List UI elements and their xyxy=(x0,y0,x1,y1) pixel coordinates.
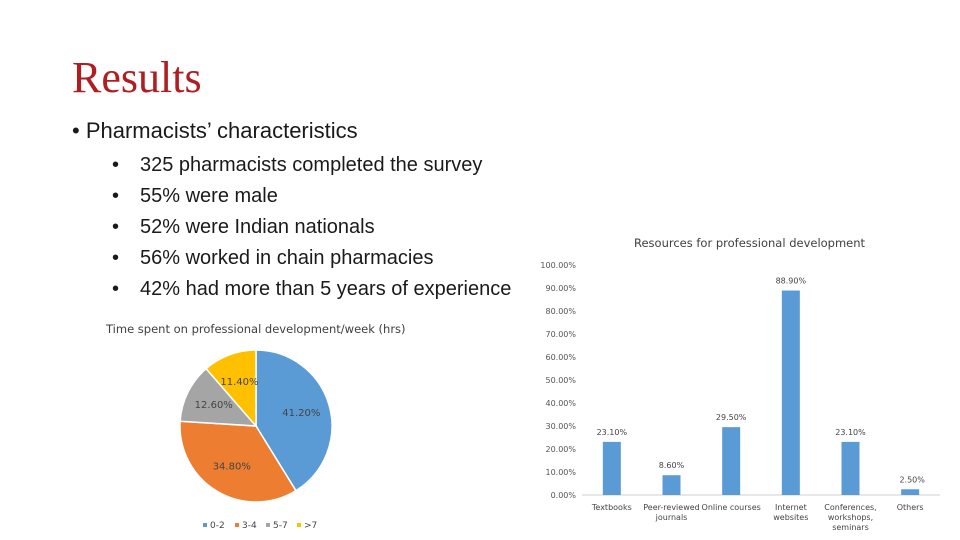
pie-data-label: 11.40% xyxy=(220,377,258,388)
y-tick-label: 80.00% xyxy=(545,307,576,316)
y-tick-label: 50.00% xyxy=(545,376,576,385)
x-category-label: Online courses xyxy=(702,503,761,512)
x-category-label: websites xyxy=(773,513,808,522)
bar-data-label: 23.10% xyxy=(597,428,628,437)
legend-swatch xyxy=(297,523,301,527)
list-item: • 56% worked in chain pharmacies xyxy=(112,243,511,274)
bar-data-label: 2.50% xyxy=(899,475,925,484)
bar-chart-title: Resources for professional development xyxy=(634,236,866,250)
pie-slice xyxy=(179,420,297,503)
characteristics-list: • 325 pharmacists completed the survey • 5… xyxy=(112,150,511,305)
legend-swatch xyxy=(203,523,207,527)
x-category-label: seminars xyxy=(832,523,869,532)
bullet-dot: • xyxy=(112,247,120,269)
legend-label: >7 xyxy=(304,521,317,531)
bar-data-label: 8.60% xyxy=(659,461,685,470)
bar xyxy=(602,441,621,495)
y-tick-label: 100.00% xyxy=(540,261,576,270)
main-bullet: • Pharmacists’ characteristics xyxy=(72,118,358,143)
pie-data-label: 41.20% xyxy=(282,408,320,419)
x-category-label: Others xyxy=(897,503,924,512)
bar xyxy=(781,290,800,495)
x-category-label: Textbooks xyxy=(591,503,632,512)
bar xyxy=(722,427,741,495)
y-tick-label: 30.00% xyxy=(545,422,576,431)
bullet-dot: • xyxy=(112,154,120,176)
y-tick-label: 90.00% xyxy=(545,284,576,293)
x-category-label: Peer-reviewed xyxy=(643,503,700,512)
y-tick-label: 60.00% xyxy=(545,353,576,362)
bar xyxy=(901,489,920,495)
legend-label: 3-4 xyxy=(242,521,257,531)
bar-data-label: 88.90% xyxy=(776,277,807,286)
y-tick-label: 40.00% xyxy=(545,399,576,408)
x-category-label: journals xyxy=(655,513,688,522)
list-item-text: 56% worked in chain pharmacies xyxy=(140,247,434,269)
legend-swatch xyxy=(235,523,239,527)
list-item: • 42% had more than 5 years of experience xyxy=(112,274,511,305)
list-item: • 52% were Indian nationals xyxy=(112,212,511,243)
bullet-dot: • xyxy=(112,185,120,207)
list-item-text: 52% were Indian nationals xyxy=(140,216,375,238)
pie-data-label: 12.60% xyxy=(195,400,233,411)
y-tick-label: 20.00% xyxy=(545,445,576,454)
list-item: • 55% were male xyxy=(112,181,511,212)
bar xyxy=(662,475,681,495)
y-tick-label: 10.00% xyxy=(545,468,576,477)
bar-data-label: 29.50% xyxy=(716,413,747,422)
legend-label: 0-2 xyxy=(210,521,225,531)
legend-swatch xyxy=(266,523,270,527)
x-category-label: Conferences, xyxy=(824,503,876,512)
main-bullet-text: Pharmacists’ characteristics xyxy=(85,118,358,143)
x-category-label: Internet xyxy=(775,503,807,512)
list-item: • 325 pharmacists completed the survey xyxy=(112,150,511,181)
list-item-text: 325 pharmacists completed the survey xyxy=(140,154,483,176)
pie-slice xyxy=(179,367,258,427)
bar-data-label: 23.10% xyxy=(835,428,866,437)
pie-slice xyxy=(205,349,257,429)
bar xyxy=(841,441,860,495)
pie-chart-title: Time spent on professional development/w… xyxy=(106,322,406,336)
list-item-text: 55% were male xyxy=(140,185,278,207)
bullet-dot: • xyxy=(112,278,120,300)
legend-label: 5-7 xyxy=(273,521,288,531)
x-category-label: workshops, xyxy=(828,513,873,522)
list-item-text: 42% had more than 5 years of experience xyxy=(140,278,512,300)
y-tick-label: 0.00% xyxy=(551,491,577,500)
slide-title: Results xyxy=(72,53,202,102)
bullet-dot: • xyxy=(112,216,120,238)
y-tick-label: 70.00% xyxy=(545,330,576,339)
pie-data-label: 34.80% xyxy=(213,461,251,472)
